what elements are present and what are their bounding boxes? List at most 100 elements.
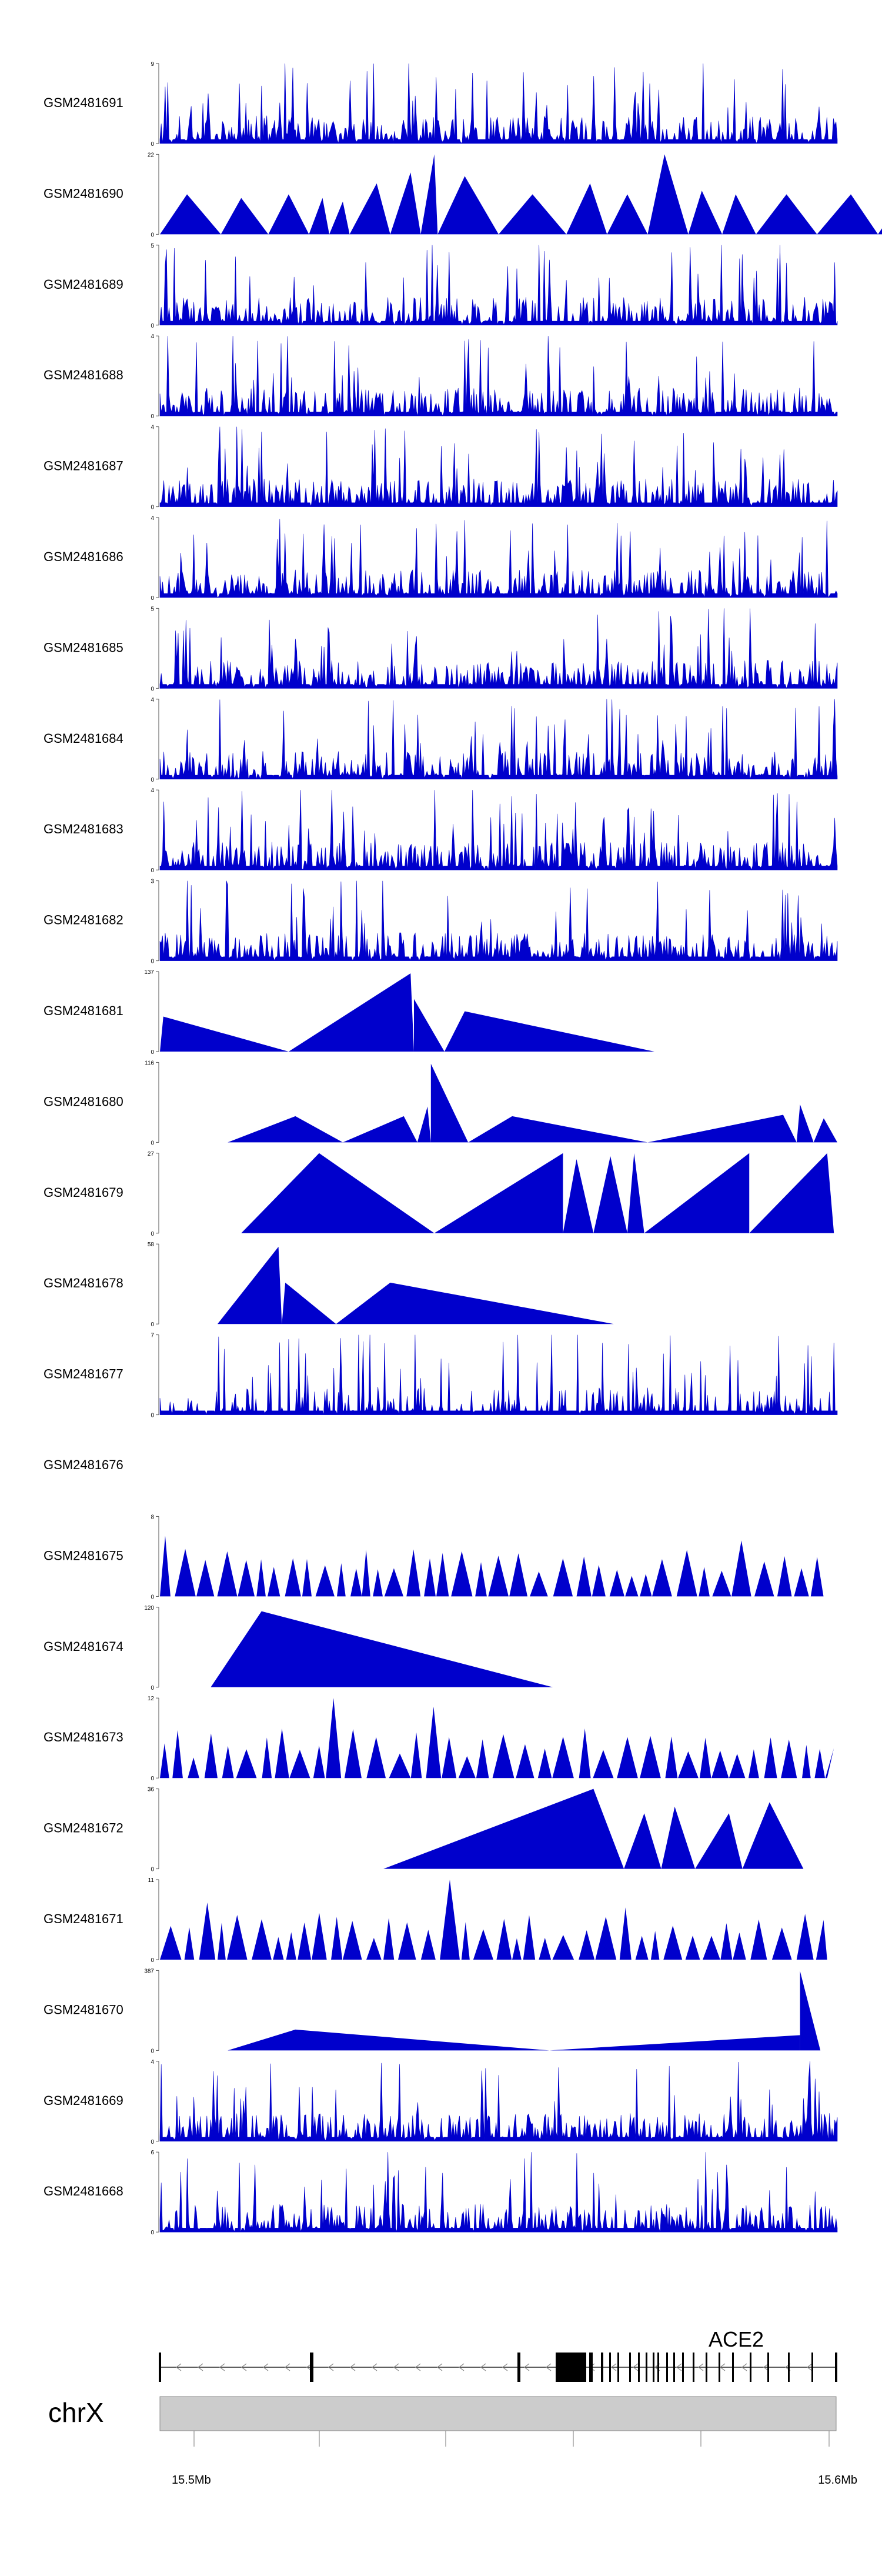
y-max-label: 6 [151, 2150, 154, 2156]
strand-arrow [546, 2363, 552, 2371]
gene-exon [706, 2353, 707, 2382]
gene-exons [159, 2353, 837, 2382]
coverage-peak [227, 1914, 248, 1960]
coverage-peak [624, 1813, 662, 1869]
track-GSM2481684: GSM2481684 4 0 [44, 697, 838, 783]
coverage-peak [579, 1930, 595, 1960]
y-max-label: 11 [148, 1877, 155, 1884]
gene-exon [682, 2353, 684, 2382]
track-label: GSM2481687 [44, 459, 123, 473]
track-GSM2481691: GSM2481691 9 0 [44, 61, 838, 148]
coverage-peak [275, 1728, 289, 1778]
coverage-peak [731, 1540, 751, 1597]
coverage-peak [813, 1118, 837, 1143]
y-max-label: 27 [148, 1151, 155, 1157]
coverage-peak [509, 1553, 528, 1597]
coverage-peak [228, 2029, 550, 2051]
coverage-peak [440, 1880, 460, 1960]
coverage-peak [750, 1919, 767, 1960]
coverage-peak [312, 1913, 327, 1960]
track-label: GSM2481674 [44, 1639, 123, 1654]
coverage-peak [640, 1574, 652, 1597]
coverage-peak [756, 194, 817, 235]
coverage-peak [537, 1749, 552, 1778]
coverage-peak [566, 183, 607, 235]
strand-arrow [459, 2363, 465, 2371]
coverage-peak [816, 1920, 827, 1960]
coverage-peak [366, 1737, 386, 1778]
coverage-peak [878, 228, 882, 235]
y-max-label: 4 [151, 2059, 154, 2066]
y-zero-label: 0 [151, 2230, 154, 2236]
coverage-peak [458, 1756, 476, 1778]
coverage-peak [282, 1282, 336, 1324]
y-zero-label: 0 [151, 959, 154, 965]
gene-exon [589, 2353, 593, 2382]
coverage-peak [289, 1750, 310, 1778]
coverage-peak [749, 1153, 834, 1233]
y-zero-label: 0 [151, 1231, 154, 1237]
coverage-peak [175, 1549, 196, 1597]
coverage-peak [444, 1011, 654, 1052]
coverage-peak [417, 1106, 431, 1143]
gene-exon [609, 2353, 611, 2382]
coverage-peak [592, 1564, 606, 1597]
coverage-peak [390, 172, 421, 235]
coverage-peak [647, 154, 689, 235]
gene-exon [811, 2353, 813, 2382]
y-max-label: 4 [151, 515, 154, 522]
track-label: GSM2481690 [44, 186, 123, 201]
strand-arrow [763, 2363, 769, 2371]
strand-arrow [502, 2363, 508, 2371]
coverage-peak [329, 201, 350, 235]
coverage-peak [777, 1556, 792, 1597]
coverage-peak [771, 1927, 792, 1960]
gene-exon [159, 2353, 161, 2382]
y-max-label: 4 [151, 333, 154, 340]
track-GSM2481673: GSM2481673 12 0 [44, 1696, 834, 1782]
track-GSM2481675: GSM2481675 8 0 [44, 1514, 824, 1600]
track-GSM2481670: GSM2481670 387 0 [44, 1968, 821, 2054]
tracks-layer: GSM248169190GSM2481690220GSM248168950GSM… [44, 61, 882, 2236]
coverage-peak [473, 1929, 493, 1960]
coverage-peak [699, 1737, 711, 1778]
coverage-peak [285, 1558, 301, 1597]
gene-exon [646, 2353, 647, 2382]
strand-arrow [524, 2363, 530, 2371]
coverage-peak [172, 1730, 183, 1778]
track-GSM2481674: GSM2481674 120 0 [44, 1605, 553, 1691]
coverage-peak [607, 194, 648, 235]
y-max-label: 58 [148, 1242, 155, 1248]
coverage-peak [217, 1246, 282, 1324]
strand-arrow [633, 2363, 639, 2371]
coverage-area [159, 608, 838, 689]
coverage-peak [476, 1739, 489, 1778]
coverage-peak [712, 1570, 731, 1597]
strand-arrow [676, 2363, 682, 2371]
coverage-peak [160, 1926, 182, 1960]
strand-arrow [176, 2363, 182, 2371]
coverage-peak [652, 1559, 672, 1597]
coverage-peak [252, 1919, 272, 1960]
y-zero-label: 0 [151, 1867, 154, 1873]
coverage-peak [810, 1557, 824, 1597]
coverage-peak [742, 1802, 804, 1869]
strand-arrow [219, 2363, 225, 2371]
track-GSM2481687: GSM2481687 4 0 [44, 425, 838, 511]
coverage-peak [383, 1788, 624, 1869]
track-GSM2481669: GSM2481669 4 0 [44, 2059, 838, 2145]
strand-arrow [393, 2363, 399, 2371]
coverage-peak [748, 1749, 759, 1778]
coverage-peak [199, 1902, 216, 1960]
coverage-peak [350, 1568, 362, 1597]
coverage-peak [711, 1750, 729, 1778]
coverage-peak [336, 1282, 614, 1324]
coverage-peak [512, 1938, 522, 1960]
coverage-peak [609, 1570, 624, 1597]
coverage-peak [343, 1116, 417, 1143]
coverage-peak [414, 999, 445, 1052]
coverage-area [159, 336, 838, 417]
track-GSM2481690: GSM2481690 22 0 [44, 152, 882, 238]
coverage-peak [647, 1115, 797, 1143]
